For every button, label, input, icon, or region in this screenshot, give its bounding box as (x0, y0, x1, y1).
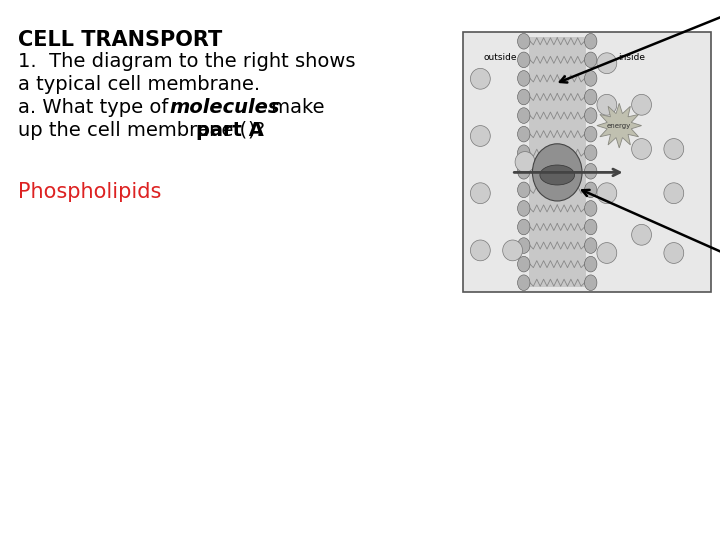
Text: up the cell membrane (: up the cell membrane ( (18, 121, 247, 140)
Text: )?: )? (247, 121, 265, 140)
Ellipse shape (518, 71, 530, 86)
Ellipse shape (518, 89, 530, 105)
Polygon shape (597, 103, 642, 148)
Ellipse shape (631, 94, 652, 115)
Ellipse shape (470, 183, 490, 204)
Ellipse shape (585, 126, 597, 142)
Ellipse shape (585, 71, 597, 86)
Ellipse shape (585, 108, 597, 123)
Ellipse shape (518, 182, 530, 198)
Ellipse shape (518, 256, 530, 272)
Ellipse shape (518, 238, 530, 253)
Ellipse shape (533, 144, 582, 201)
Ellipse shape (597, 53, 617, 73)
Ellipse shape (585, 219, 597, 235)
Text: a typical cell membrane.: a typical cell membrane. (18, 75, 260, 94)
Ellipse shape (664, 242, 684, 264)
Ellipse shape (518, 164, 530, 179)
Text: inside: inside (618, 53, 645, 63)
Ellipse shape (585, 275, 597, 291)
Text: Phospholipids: Phospholipids (18, 182, 161, 202)
Ellipse shape (664, 183, 684, 204)
Text: CELL TRANSPORT: CELL TRANSPORT (18, 30, 222, 50)
Ellipse shape (585, 164, 597, 179)
Ellipse shape (585, 238, 597, 253)
Ellipse shape (470, 69, 490, 89)
Ellipse shape (585, 201, 597, 216)
Ellipse shape (597, 242, 617, 264)
Text: part A: part A (196, 121, 264, 140)
Text: 1.  The diagram to the right shows: 1. The diagram to the right shows (18, 52, 356, 71)
Ellipse shape (518, 108, 530, 123)
Ellipse shape (515, 152, 535, 172)
Ellipse shape (631, 139, 652, 159)
Text: energy: energy (607, 123, 631, 129)
Ellipse shape (470, 240, 490, 261)
Ellipse shape (518, 126, 530, 142)
Ellipse shape (585, 256, 597, 272)
Ellipse shape (664, 139, 684, 159)
Ellipse shape (518, 33, 530, 49)
Ellipse shape (585, 33, 597, 49)
Text: molecules: molecules (169, 98, 279, 117)
Ellipse shape (631, 225, 652, 245)
Bar (528, 37, 586, 287)
Ellipse shape (540, 165, 575, 185)
Ellipse shape (585, 89, 597, 105)
Text: outside: outside (483, 53, 517, 63)
Ellipse shape (518, 275, 530, 291)
Ellipse shape (597, 94, 617, 115)
Ellipse shape (518, 145, 530, 160)
Text: make: make (265, 98, 325, 117)
Ellipse shape (518, 52, 530, 68)
Ellipse shape (585, 52, 597, 68)
Ellipse shape (585, 182, 597, 198)
Ellipse shape (518, 219, 530, 235)
Ellipse shape (503, 240, 523, 261)
Ellipse shape (470, 126, 490, 146)
Ellipse shape (585, 145, 597, 160)
Ellipse shape (518, 201, 530, 216)
Ellipse shape (597, 183, 617, 204)
Bar (463, 32, 711, 292)
Text: a. What type of: a. What type of (18, 98, 175, 117)
